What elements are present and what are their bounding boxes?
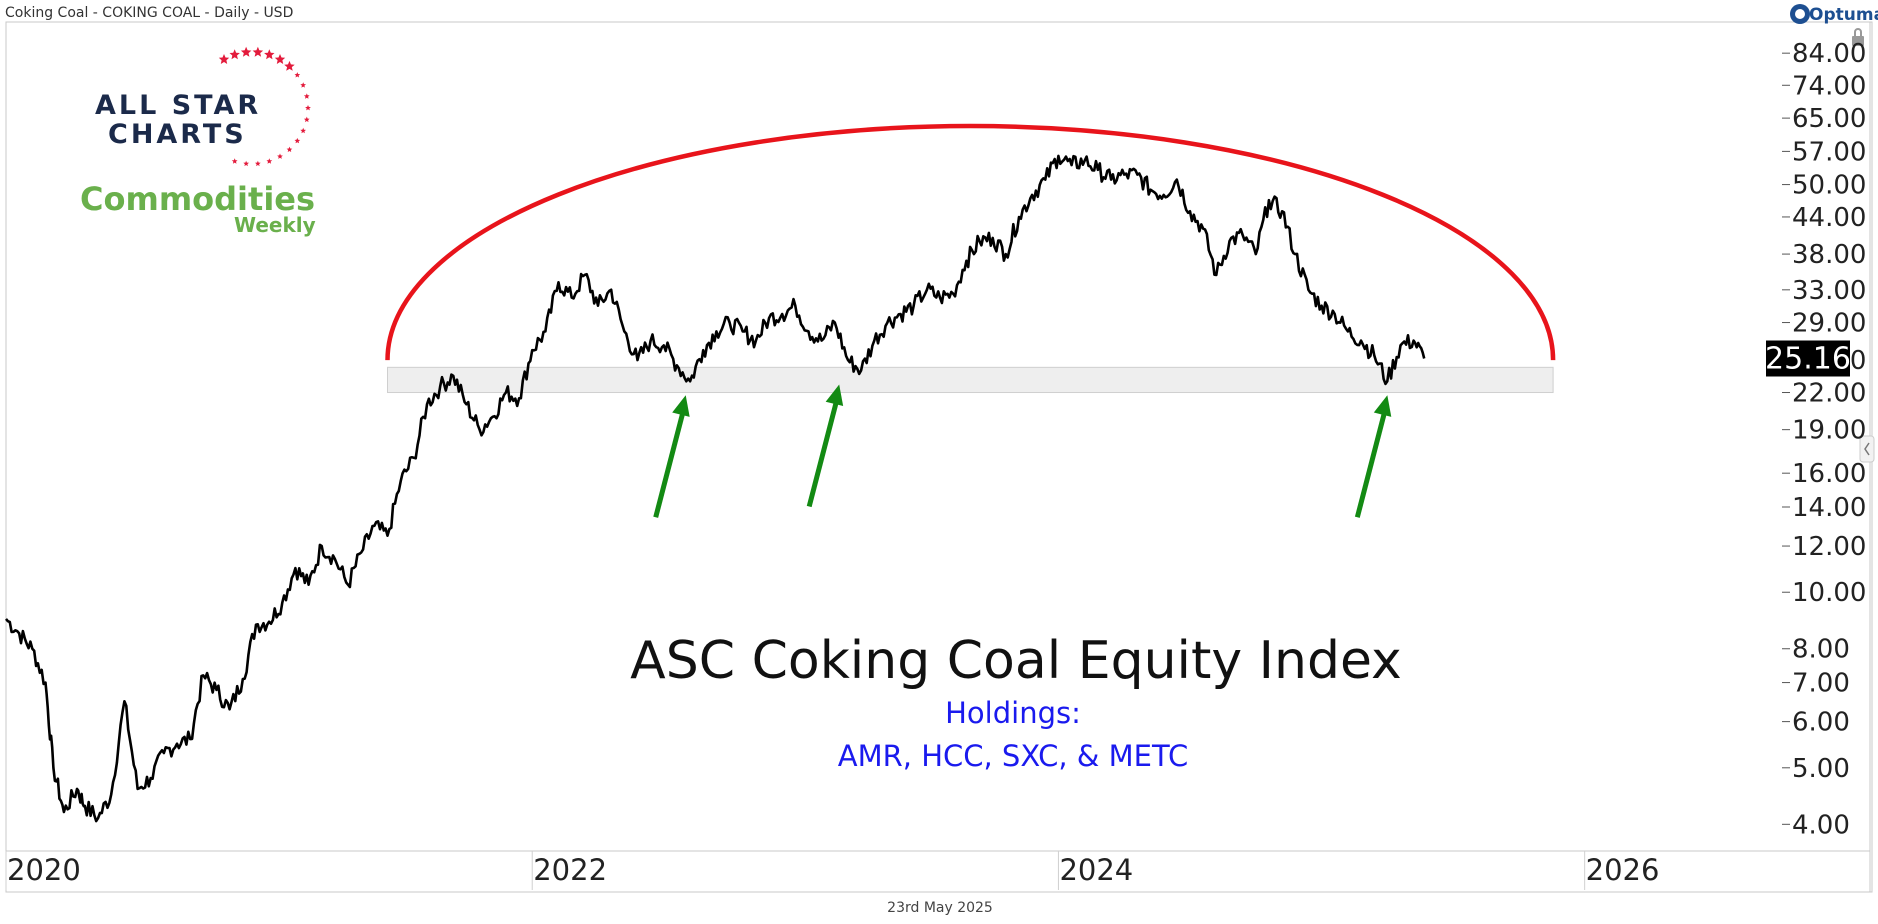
price-tick-label: 57.00 xyxy=(1792,137,1866,167)
last-value-box xyxy=(1766,340,1850,377)
arrow-head-icon xyxy=(1373,395,1392,417)
price-line-layer xyxy=(4,154,1426,823)
price-tick-label: 8.00 xyxy=(1792,635,1850,665)
rounding-top-arc xyxy=(385,124,1556,361)
star-icon xyxy=(252,46,264,57)
support-arrow xyxy=(806,384,844,508)
price-tick-label: 6.00 xyxy=(1792,708,1850,738)
collapse-panel-icon[interactable] xyxy=(1859,435,1875,463)
support-band xyxy=(387,366,1554,394)
price-tick-label: 33.00 xyxy=(1792,276,1866,306)
star-icon xyxy=(218,54,230,64)
arrow-head-icon xyxy=(672,395,690,417)
support-arrow xyxy=(653,395,690,518)
rounding-top-layer xyxy=(385,124,1556,361)
arrow-layer xyxy=(653,384,1392,518)
arrow-head-icon xyxy=(825,384,844,407)
star-icon xyxy=(231,158,238,164)
arrow-shaft xyxy=(653,408,687,518)
price-tick-label: 10.00 xyxy=(1792,578,1866,608)
arrow-shaft xyxy=(1354,408,1388,518)
star-icon xyxy=(294,137,301,144)
price-tick-label: 19.00 xyxy=(1792,416,1866,446)
price-line xyxy=(4,154,1426,823)
star-icon xyxy=(255,160,261,167)
all-star-charts-logo: ALL STAR CHARTS Commodities Weekly xyxy=(80,46,316,237)
chart-label: Coking Coal - COKING COAL - Daily - USD xyxy=(5,5,293,21)
time-tick-label: 2022 xyxy=(533,853,607,887)
price-tick-label: 29.00 xyxy=(1792,309,1866,339)
time-tick-label: 2024 xyxy=(1059,853,1133,887)
price-tick-label: 14.00 xyxy=(1792,493,1866,523)
price-tick-label: 38.00 xyxy=(1792,240,1866,270)
star-icon xyxy=(286,146,293,152)
price-tick-label: 44.00 xyxy=(1792,203,1866,233)
logo-line-4: Weekly xyxy=(234,213,316,237)
holdings-list: AMR, HCC, SXC, & METC xyxy=(838,739,1188,773)
price-tick-label: 12.00 xyxy=(1792,532,1866,562)
last-value-label: 25.16 xyxy=(1765,342,1851,377)
price-tick-label: 74.00 xyxy=(1792,71,1866,101)
price-tick-label: 7.00 xyxy=(1792,669,1850,699)
support-band-layer xyxy=(387,366,1554,394)
optuma-logo: Optuma xyxy=(1790,4,1878,25)
star-icon xyxy=(300,82,306,88)
holdings-label: Holdings: xyxy=(945,696,1081,730)
star-icon xyxy=(229,49,240,60)
star-icon xyxy=(243,160,249,167)
star-icon xyxy=(294,72,301,78)
star-icon xyxy=(305,105,311,111)
logo-line-2: CHARTS xyxy=(108,119,247,150)
price-tick-label: 50.00 xyxy=(1792,171,1866,201)
star-icon xyxy=(264,49,275,60)
star-icon xyxy=(300,127,306,134)
last-value-layer: 25.16 xyxy=(1765,340,1851,377)
star-icon xyxy=(277,153,283,159)
star-icon xyxy=(240,46,252,57)
stars-arc-icon xyxy=(218,46,311,167)
optuma-brand: Optuma xyxy=(1809,5,1878,25)
star-icon xyxy=(303,93,310,99)
star-icon xyxy=(266,158,273,164)
footer-date: 23rd May 2025 xyxy=(887,900,993,916)
logo-line-3: Commodities xyxy=(80,180,315,218)
price-tick-label: 22.00 xyxy=(1792,379,1866,409)
price-tick-label: 84.00 xyxy=(1792,39,1866,69)
price-tick-label: 65.00 xyxy=(1792,104,1866,134)
time-tick-label: 2026 xyxy=(1586,853,1660,887)
star-icon xyxy=(303,116,310,123)
logo-line-1: ALL STAR xyxy=(95,90,261,121)
time-axis[interactable]: 2020 2022 2024 2026 xyxy=(5,851,1660,890)
arrow-shaft xyxy=(806,397,840,508)
price-tick-label: 4.00 xyxy=(1792,810,1850,840)
support-arrow xyxy=(1354,395,1392,518)
star-icon xyxy=(284,60,295,71)
index-title: ASC Coking Coal Equity Index xyxy=(630,631,1402,691)
lock-icon[interactable] xyxy=(1852,28,1864,46)
price-tick-label: 5.00 xyxy=(1792,754,1850,784)
price-tick-label: 16.00 xyxy=(1792,459,1866,489)
time-tick-label: 2020 xyxy=(7,853,81,887)
star-icon xyxy=(274,54,286,64)
